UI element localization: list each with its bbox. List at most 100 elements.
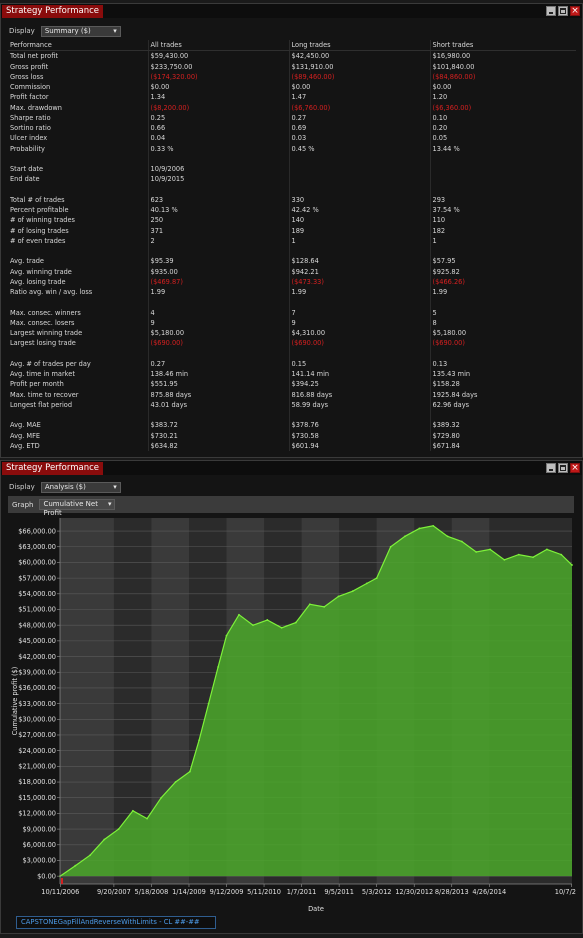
equity-point bbox=[337, 595, 340, 598]
metric-label: Avg. trade bbox=[10, 257, 44, 266]
metric-value-long: 189 bbox=[288, 225, 430, 236]
table-row bbox=[8, 410, 576, 421]
y-tick-label: $18,000.00 bbox=[18, 778, 56, 786]
metric-value-short: ($6,360.00) bbox=[429, 102, 576, 113]
metric-value-all: $730.21 bbox=[147, 430, 289, 441]
metric-value-all: ($174,320.00) bbox=[147, 71, 289, 82]
metric-value-all: 2 bbox=[147, 235, 289, 246]
y-tick-label: $9,000.00 bbox=[22, 825, 56, 833]
metric-value-long bbox=[288, 153, 430, 164]
column-header-performance[interactable]: Performance bbox=[8, 40, 148, 52]
column-header-short-trades[interactable]: Short trades bbox=[429, 40, 576, 52]
metric-value-all: 0.27 bbox=[147, 358, 289, 369]
graph-select-value: Cumulative Net Profit bbox=[43, 500, 98, 517]
maximize-icon[interactable] bbox=[558, 463, 568, 473]
metric-value-long: $601.94 bbox=[288, 440, 430, 451]
metric-value-long: 1 bbox=[288, 235, 430, 246]
minimize-icon[interactable] bbox=[546, 6, 556, 16]
x-tick-label: 5/11/2010 bbox=[247, 888, 281, 896]
strategy-status-tab[interactable]: CAPSTONEGapFillAndReverseWithLimits - CL… bbox=[16, 916, 216, 929]
performance-table: Performance All trades Long trades Short… bbox=[8, 40, 576, 451]
metric-label: Probability bbox=[10, 144, 45, 153]
metric-value-short: 0.13 bbox=[429, 358, 576, 369]
metric-label: Profit per month bbox=[10, 380, 64, 389]
metric-value-short: 1925.84 days bbox=[429, 389, 576, 400]
equity-point bbox=[503, 558, 506, 561]
y-tick-label: $39,000.00 bbox=[18, 668, 56, 676]
plot-band bbox=[60, 518, 114, 884]
metric-label: Start date bbox=[10, 165, 44, 173]
metric-label: Gross profit bbox=[10, 62, 49, 71]
y-tick-label: $36,000.00 bbox=[18, 684, 56, 692]
minimize-icon[interactable] bbox=[546, 463, 556, 473]
display-select[interactable]: Analysis ($) ▾ bbox=[40, 481, 121, 493]
equity-point bbox=[207, 702, 210, 705]
equity-point bbox=[446, 535, 449, 538]
graph-select[interactable]: Cumulative Net Profit ▾ bbox=[39, 499, 116, 517]
equity-point bbox=[389, 545, 392, 548]
metric-value-short: 8 bbox=[429, 317, 576, 328]
metric-value-short: $671.84 bbox=[429, 440, 576, 451]
metric-value-long: ($690.00) bbox=[288, 338, 430, 349]
metric-value-long: 42.42 % bbox=[288, 205, 430, 216]
metric-value-long: 1.99 bbox=[288, 287, 430, 298]
maximize-icon[interactable] bbox=[558, 6, 568, 16]
metric-value-all: ($8,200.00) bbox=[147, 102, 289, 113]
table-row: Ratio avg. win / avg. loss 1.99 1.99 1.99 bbox=[8, 287, 576, 298]
y-tick-label: $0.00 bbox=[37, 872, 56, 880]
equity-point bbox=[365, 582, 368, 585]
metric-value-all: 0.33 % bbox=[147, 143, 289, 154]
metric-value-long: 0.03 bbox=[288, 133, 430, 144]
equity-point bbox=[89, 854, 91, 857]
metric-value-all: $634.82 bbox=[147, 440, 289, 451]
metric-value-short: $389.32 bbox=[429, 420, 576, 431]
y-tick-label: $42,000.00 bbox=[18, 653, 56, 661]
y-tick-label: $30,000.00 bbox=[18, 716, 56, 724]
x-tick-label: 9/5/2011 bbox=[324, 888, 354, 896]
metric-value-long: $0.00 bbox=[288, 82, 430, 93]
metric-value-all bbox=[147, 153, 289, 164]
display-select[interactable]: Summary ($) ▾ bbox=[40, 25, 121, 37]
graph-label: Graph bbox=[12, 500, 34, 509]
cumulative-profit-chart[interactable]: $0.00 $3,000.00 $6,000.00 $9,000.00 $12,000.… bbox=[8, 514, 576, 914]
metric-value-short: 0.05 bbox=[429, 133, 576, 144]
metric-value-short bbox=[429, 246, 576, 257]
column-header-long-trades[interactable]: Long trades bbox=[288, 40, 430, 52]
metric-value-long: 1.47 bbox=[288, 92, 430, 103]
metric-value-short bbox=[429, 410, 576, 421]
metric-value-long: 0.45 % bbox=[288, 143, 430, 154]
analysis-panel-title[interactable]: Strategy Performance bbox=[2, 462, 103, 475]
metric-value-all bbox=[147, 297, 289, 308]
metric-value-all: $551.95 bbox=[147, 379, 289, 390]
close-icon[interactable]: × bbox=[570, 463, 580, 473]
metric-value-long: ($6,760.00) bbox=[288, 102, 430, 113]
y-tick-label: $54,000.00 bbox=[18, 590, 56, 598]
table-row: # of winning trades 250 140 110 bbox=[8, 215, 576, 226]
table-row: Avg. winning trade $935.00 $942.21 $925.82 bbox=[8, 266, 576, 277]
table-row: Total # of trades 623 330 293 bbox=[8, 194, 576, 205]
table-row bbox=[8, 184, 576, 195]
equity-point bbox=[571, 564, 573, 566]
equity-point bbox=[266, 619, 269, 621]
metric-value-long: $4,310.00 bbox=[288, 328, 430, 339]
equity-point bbox=[294, 621, 297, 624]
y-tick-label: $63,000.00 bbox=[18, 543, 56, 551]
metric-value-long bbox=[288, 297, 430, 308]
column-header-all-trades[interactable]: All trades bbox=[147, 40, 289, 52]
summary-panel-title[interactable]: Strategy Performance bbox=[2, 5, 103, 18]
metric-value-all bbox=[147, 246, 289, 257]
equity-point bbox=[146, 817, 148, 820]
table-row: Profit factor 1.34 1.47 1.20 bbox=[8, 92, 576, 103]
close-icon[interactable]: × bbox=[570, 6, 580, 16]
metric-value-long bbox=[288, 174, 430, 185]
table-row: Gross profit $233,750.00 $131,910.00 $101,8… bbox=[8, 61, 576, 72]
metric-label: Ratio avg. win / avg. loss bbox=[10, 288, 93, 296]
equity-point bbox=[189, 770, 191, 773]
metric-value-all: $383.72 bbox=[147, 420, 289, 431]
metric-value-long: 140 bbox=[288, 215, 430, 226]
y-tick-label: $21,000.00 bbox=[18, 763, 56, 771]
graph-selector-bar: Graph Cumulative Net Profit ▾ bbox=[8, 496, 574, 517]
display-select-value: Analysis ($) bbox=[44, 482, 86, 491]
metric-value-all: $935.00 bbox=[147, 266, 289, 277]
x-tick-label: 5/3/2012 bbox=[362, 888, 392, 896]
